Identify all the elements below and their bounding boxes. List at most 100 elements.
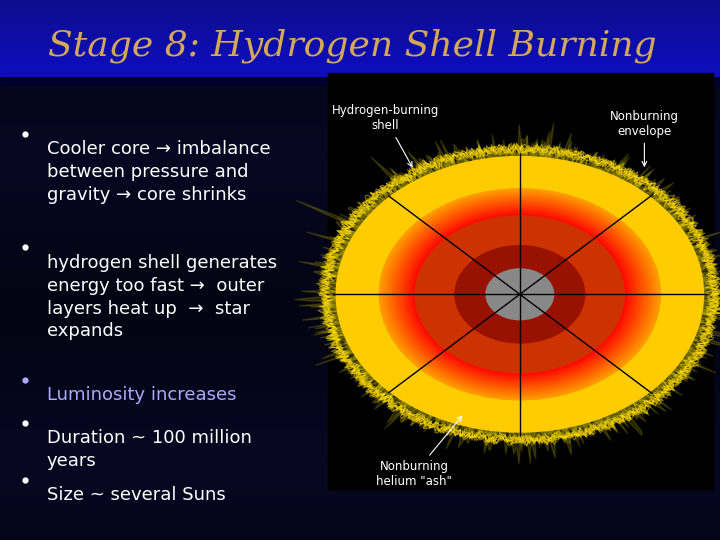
Bar bbox=[0, 15, 720, 19]
Bar bbox=[0, 313, 720, 321]
Circle shape bbox=[392, 199, 647, 390]
Bar bbox=[0, 487, 720, 495]
Circle shape bbox=[386, 194, 654, 395]
Bar bbox=[0, 200, 720, 207]
Circle shape bbox=[412, 213, 628, 375]
Bar bbox=[0, 343, 720, 351]
Circle shape bbox=[379, 189, 660, 400]
Polygon shape bbox=[325, 141, 714, 441]
Text: Nonburning
helium "ash": Nonburning helium "ash" bbox=[376, 416, 462, 488]
Bar bbox=[0, 64, 720, 68]
Bar bbox=[0, 49, 720, 53]
Bar bbox=[0, 366, 720, 374]
Bar bbox=[0, 291, 720, 298]
Bar bbox=[0, 260, 720, 268]
Bar bbox=[0, 177, 720, 185]
Bar bbox=[0, 30, 720, 34]
Bar bbox=[0, 117, 720, 124]
Bar bbox=[0, 396, 720, 404]
Text: hydrogen shell generates
energy too fast →  outer
layers heat up  →  star
expand: hydrogen shell generates energy too fast… bbox=[47, 254, 277, 341]
Bar bbox=[0, 132, 720, 139]
Bar bbox=[0, 374, 720, 381]
Bar bbox=[0, 185, 720, 192]
Circle shape bbox=[383, 192, 657, 397]
Bar bbox=[0, 389, 720, 396]
Bar bbox=[0, 162, 720, 170]
Bar bbox=[0, 427, 720, 434]
Bar bbox=[0, 11, 720, 15]
Circle shape bbox=[390, 197, 650, 392]
Bar bbox=[0, 94, 720, 102]
Bar bbox=[0, 449, 720, 457]
Bar bbox=[0, 19, 720, 23]
Bar bbox=[0, 76, 720, 89]
Bar bbox=[0, 510, 720, 517]
Bar bbox=[0, 359, 720, 366]
Bar bbox=[0, 57, 720, 60]
Bar bbox=[0, 351, 720, 359]
Circle shape bbox=[405, 208, 634, 380]
Bar bbox=[0, 0, 720, 4]
Bar bbox=[0, 275, 720, 283]
Bar bbox=[0, 268, 720, 275]
Bar bbox=[0, 283, 720, 291]
Bar bbox=[0, 306, 720, 313]
Bar bbox=[0, 298, 720, 306]
Bar bbox=[0, 215, 720, 222]
Bar bbox=[0, 4, 720, 8]
Bar bbox=[0, 38, 720, 42]
Circle shape bbox=[415, 216, 624, 373]
Text: Nonburning
envelope: Nonburning envelope bbox=[610, 110, 679, 166]
Bar bbox=[0, 502, 720, 510]
Bar bbox=[0, 404, 720, 411]
Bar bbox=[0, 86, 720, 94]
Bar bbox=[0, 102, 720, 109]
Bar bbox=[0, 411, 720, 419]
Bar bbox=[0, 53, 720, 57]
Text: Cooler core → imbalance
between pressure and
gravity → core shrinks: Cooler core → imbalance between pressure… bbox=[47, 140, 271, 204]
Bar bbox=[0, 68, 720, 72]
Bar bbox=[0, 23, 720, 26]
Circle shape bbox=[399, 204, 641, 385]
Text: Hydrogen-burning
shell: Hydrogen-burning shell bbox=[331, 104, 439, 166]
Polygon shape bbox=[294, 123, 720, 464]
Circle shape bbox=[379, 189, 660, 400]
Bar bbox=[0, 517, 720, 525]
Bar bbox=[0, 532, 720, 540]
Bar bbox=[0, 34, 720, 38]
Bar bbox=[0, 42, 720, 45]
Bar bbox=[0, 253, 720, 260]
Bar bbox=[0, 26, 720, 30]
Bar bbox=[0, 495, 720, 502]
Polygon shape bbox=[299, 132, 720, 459]
Bar bbox=[0, 434, 720, 442]
Bar bbox=[0, 457, 720, 464]
Bar bbox=[0, 381, 720, 389]
Bar bbox=[0, 170, 720, 177]
Circle shape bbox=[396, 201, 644, 387]
Bar bbox=[0, 72, 720, 76]
Bar bbox=[0, 336, 720, 343]
Circle shape bbox=[455, 246, 585, 343]
Text: Size ~ several Suns: Size ~ several Suns bbox=[47, 486, 225, 504]
Bar bbox=[0, 328, 720, 336]
Bar bbox=[0, 45, 720, 49]
Bar bbox=[328, 73, 713, 489]
Bar bbox=[0, 472, 720, 480]
Text: Duration ~ 100 million
years: Duration ~ 100 million years bbox=[47, 429, 252, 470]
Bar bbox=[0, 525, 720, 532]
Bar bbox=[0, 245, 720, 253]
Bar bbox=[0, 480, 720, 487]
Bar bbox=[0, 147, 720, 154]
Text: Luminosity increases: Luminosity increases bbox=[47, 386, 236, 404]
Bar bbox=[0, 238, 720, 245]
Bar bbox=[0, 124, 720, 132]
Bar bbox=[0, 192, 720, 200]
Bar bbox=[0, 0, 720, 76]
Bar bbox=[0, 8, 720, 11]
Bar bbox=[0, 60, 720, 64]
Bar bbox=[0, 207, 720, 215]
Bar bbox=[0, 154, 720, 162]
Bar bbox=[0, 222, 720, 230]
Circle shape bbox=[336, 157, 703, 432]
